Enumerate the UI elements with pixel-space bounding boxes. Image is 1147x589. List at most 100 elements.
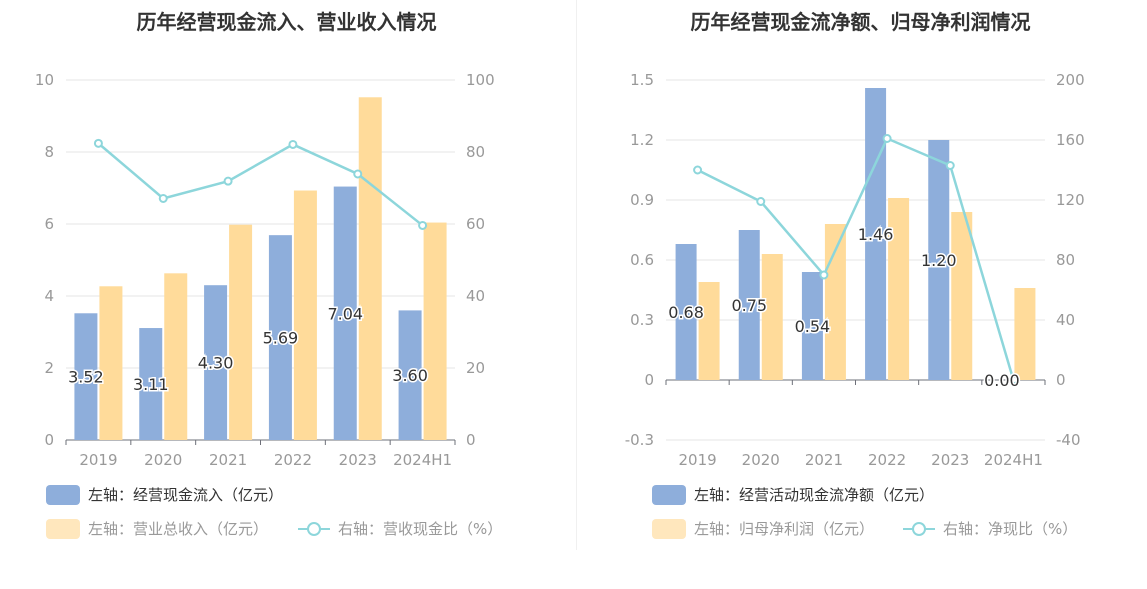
- x-tick-label: 2024H1: [984, 451, 1043, 469]
- chart-title: 历年经营现金流入、营业收入情况: [136, 10, 437, 34]
- legend-label: 左轴：营业总收入（亿元）: [88, 520, 269, 538]
- y-right-tick-label: 40: [1056, 311, 1075, 329]
- bar-series1: [268, 235, 292, 440]
- y-right-tick-label: 100: [466, 71, 495, 89]
- data-label: 3.11: [133, 375, 169, 394]
- x-tick-label: 2021: [805, 451, 843, 469]
- data-label: 1.20: [921, 251, 957, 270]
- x-tick-label: 2023: [931, 451, 969, 469]
- data-label: 0.68: [668, 303, 704, 322]
- chart-plot: -0.3 0 0.3 0.6 0.9 1.2 1.5 -40 0 40 80 120 160 200 201…: [625, 71, 1085, 469]
- legend-label: 左轴：归母净利润（亿元）: [694, 520, 875, 538]
- data-label: 0.75: [731, 296, 767, 315]
- legend-line-icon: [903, 519, 935, 539]
- y-left-tick-label: 0.3: [630, 311, 654, 329]
- legend-item-bar2[interactable]: 左轴：营业总收入（亿元）: [46, 518, 268, 539]
- bar-series2: [698, 282, 720, 380]
- line-point: [756, 197, 766, 206]
- legend-swatch-icon: [652, 518, 686, 539]
- y-right-tick-label: 200: [1056, 71, 1085, 89]
- x-tick-label: 2022: [274, 451, 312, 469]
- line-point: [819, 270, 829, 280]
- y-right-tick-label: 0: [1056, 371, 1066, 389]
- y-left-tick-label: 1.2: [630, 131, 654, 149]
- y-left-tick-label: 0.9: [630, 191, 654, 209]
- bar-series2: [951, 212, 973, 380]
- y-right-tick-label: 80: [466, 143, 485, 161]
- legend-item-line[interactable]: 右轴：净现比（%）: [903, 518, 1077, 539]
- line-series: [697, 136, 1015, 381]
- bar-series2: [229, 224, 253, 440]
- bar-series2: [888, 198, 910, 380]
- legend-label: 左轴：经营现金流入（亿元）: [88, 486, 284, 504]
- line-series: [97, 142, 424, 227]
- line-point: [223, 176, 233, 186]
- data-label: 0.00: [984, 371, 1020, 390]
- bar-series1: [74, 313, 98, 440]
- bar-series1: [398, 310, 422, 440]
- y-left-tick-label: 2: [44, 359, 54, 377]
- data-label: 5.69: [263, 329, 299, 348]
- x-tick-label: 2024H1: [393, 451, 452, 469]
- bar-series1: [139, 328, 163, 440]
- data-label: 3.60: [392, 366, 428, 385]
- y-right-tick-label: 20: [466, 359, 485, 377]
- y-left-tick-label: 6: [44, 215, 54, 233]
- legend-item-line[interactable]: 右轴：营收现金比（%）: [298, 518, 502, 539]
- legend-item-bar1[interactable]: 左轴：经营活动现金流净额（亿元）: [652, 484, 934, 505]
- bar-series2: [164, 273, 188, 440]
- bar-series2: [423, 222, 447, 440]
- x-tick-label: 2019: [79, 451, 117, 469]
- x-tick-label: 2020: [144, 451, 182, 469]
- x-tick-label: 2021: [209, 451, 247, 469]
- data-label: 0.54: [795, 317, 831, 336]
- y-left-tick-label: 1.5: [630, 71, 654, 89]
- bar-series2: [1014, 288, 1036, 380]
- legend-swatch-icon: [652, 484, 686, 505]
- bar-series1: [801, 272, 823, 380]
- y-left-tick-label: -0.3: [625, 431, 654, 449]
- y-right-tick-label: 160: [1056, 131, 1085, 149]
- data-label: 7.04: [327, 304, 363, 323]
- line-point: [693, 165, 703, 175]
- y-left-tick-label: 0: [644, 371, 654, 389]
- chart-panel-left: 历年经营现金流入、营业收入情况 0 2 4 6 8 10 0 20 40 60 80 100 2019 2…: [0, 0, 573, 560]
- x-tick-label: 2019: [678, 451, 716, 469]
- bar-series1: [865, 88, 887, 380]
- chart-panel-right: 历年经营现金流净额、归母净利润情况 -0.3 0 0.3 0.6 0.9 1.2 1.5 -4…: [574, 0, 1147, 560]
- y-right-tick-label: 120: [1056, 191, 1085, 209]
- bar-series1: [333, 186, 357, 440]
- line-point: [93, 138, 103, 148]
- y-right-tick-label: 80: [1056, 251, 1075, 269]
- line-point: [158, 193, 168, 203]
- line-point: [945, 161, 955, 170]
- bar-series1: [738, 230, 760, 380]
- bar-series1: [204, 285, 228, 440]
- y-right-tick-label: 0: [466, 431, 476, 449]
- line-point: [1008, 375, 1018, 385]
- bar-series2: [293, 190, 317, 440]
- x-tick-label: 2020: [742, 451, 780, 469]
- line-point: [288, 139, 298, 149]
- data-label: 3.52: [68, 368, 104, 387]
- legend-line-icon: [298, 519, 330, 539]
- y-right-tick-label: 60: [466, 215, 485, 233]
- y-right-tick-label: 40: [466, 287, 485, 305]
- x-tick-label: 2022: [868, 451, 906, 469]
- legend-item-bar2[interactable]: 左轴：归母净利润（亿元）: [652, 518, 874, 539]
- line-point: [418, 220, 428, 230]
- y-right-tick-label: -40: [1056, 431, 1081, 449]
- bar-series1: [928, 140, 950, 380]
- line-point: [353, 169, 363, 179]
- y-left-tick-label: 4: [44, 287, 54, 305]
- bar-series2: [99, 286, 123, 440]
- panel-divider: [576, 0, 577, 550]
- y-left-tick-label: 10: [35, 71, 54, 89]
- x-tick-label: 2023: [339, 451, 377, 469]
- legend-label: 右轴：营收现金比（%）: [338, 520, 503, 538]
- data-label: 1.46: [858, 225, 894, 244]
- line-point: [882, 134, 892, 143]
- y-left-tick-label: 0.6: [630, 251, 654, 269]
- legend-item-bar1[interactable]: 左轴：经营现金流入（亿元）: [46, 484, 283, 505]
- y-left-tick-label: 0: [44, 431, 54, 449]
